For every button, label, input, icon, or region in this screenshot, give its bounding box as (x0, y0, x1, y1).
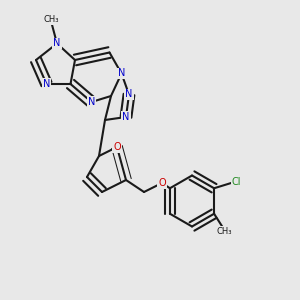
Text: N: N (125, 89, 133, 100)
Text: N: N (122, 112, 130, 122)
Text: CH₃: CH₃ (43, 15, 59, 24)
Text: O: O (113, 142, 121, 152)
Text: CH₃: CH₃ (217, 227, 232, 236)
Text: Cl: Cl (232, 177, 241, 187)
Text: N: N (118, 68, 125, 79)
Text: O: O (158, 178, 166, 188)
Text: N: N (43, 79, 50, 89)
Text: N: N (88, 97, 95, 107)
Text: N: N (53, 38, 61, 49)
